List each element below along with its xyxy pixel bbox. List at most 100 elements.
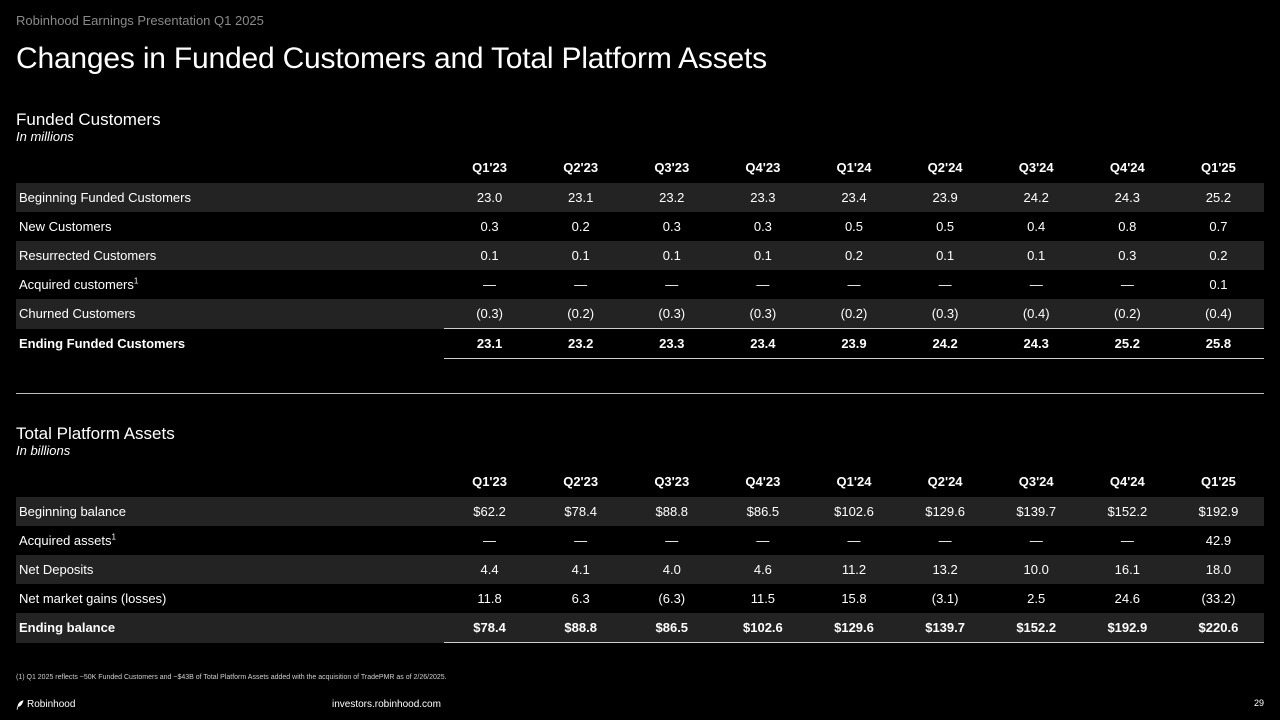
- table-cell: 4.6: [717, 555, 809, 584]
- table-cell: 11.2: [808, 555, 900, 584]
- footnote: (1) Q1 2025 reflects ~50K Funded Custome…: [16, 674, 447, 681]
- table-cell: 0.1: [990, 241, 1082, 270]
- table-cell: —: [756, 533, 770, 548]
- row-label: Net market gains (losses): [16, 584, 444, 613]
- row-label: Ending balance: [16, 613, 444, 643]
- table-row: Beginning balance $62.2 $78.4 $88.8 $86.5 $10…: [16, 497, 1264, 526]
- table-cell: 2.5: [1027, 591, 1046, 606]
- table-cell: 0.1: [717, 241, 809, 270]
- column-header: Q1'25: [1200, 473, 1236, 489]
- table-cell: 0.2: [571, 219, 590, 234]
- table-cell: 4.4: [444, 555, 536, 584]
- platform-assets-table: Q1'23 Q2'23 Q3'23 Q4'23 Q1'24 Q2'24 Q3'2…: [16, 465, 1264, 643]
- website-link[interactable]: investors.robinhood.com: [332, 699, 441, 710]
- table-row: Resurrected Customers 0.1 0.1 0.1 0.1 0.2 0.1 0…: [16, 241, 1264, 270]
- footnote-marker: 1: [133, 276, 139, 286]
- row-label: Beginning Funded Customers: [16, 183, 444, 212]
- table-cell: $102.6: [717, 613, 809, 643]
- table-cell: $88.8: [626, 497, 718, 526]
- table-cell: $78.4: [535, 497, 627, 526]
- column-header: Q4'24: [1109, 159, 1145, 175]
- platform-assets-heading: Total Platform Assets: [16, 424, 175, 443]
- table-cell: 13.2: [899, 555, 991, 584]
- table-cell: —: [938, 277, 952, 292]
- table-cell: —: [1029, 533, 1043, 548]
- table-cell: $139.7: [990, 497, 1082, 526]
- table-cell: —: [1120, 533, 1134, 548]
- table-cell: $86.5: [717, 497, 809, 526]
- table-cell: 24.2: [990, 183, 1082, 212]
- table-cell: 0.1: [444, 241, 536, 270]
- column-header: Q3'24: [1018, 159, 1054, 175]
- row-label-text: Ending balance: [19, 620, 116, 636]
- table-cell: $152.2: [990, 613, 1082, 643]
- table-header-row: Q1'23 Q2'23 Q3'23 Q4'23 Q1'24 Q2'24 Q3'2…: [16, 151, 1264, 183]
- row-label-text: Beginning balance: [19, 504, 126, 519]
- table-cell: (6.3): [658, 591, 686, 606]
- table-row: Acquired assets1 — — — — — — — — 42.9: [16, 526, 1264, 555]
- column-header: Q2'23: [563, 159, 599, 175]
- column-header: Q3'23: [654, 473, 690, 489]
- column-header: Q1'23: [472, 473, 507, 489]
- table-cell: 23.3: [717, 183, 809, 212]
- table-cell: 0.5: [844, 219, 864, 234]
- row-label-text: Ending Funded Customers: [19, 336, 186, 351]
- row-label-text: Resurrected Customers: [19, 248, 157, 263]
- column-header: Q2'23: [563, 473, 599, 489]
- row-label: Net Deposits: [16, 555, 444, 584]
- funded-customers-unit: In millions: [16, 129, 74, 144]
- table-cell: 25.2: [1081, 328, 1173, 359]
- column-header: Q2'24: [927, 159, 963, 175]
- table-cell: (0.2): [1081, 299, 1173, 329]
- robinhood-logo: Robinhood: [16, 699, 75, 710]
- table-row: Acquired customers1 — — — — — — — — 0.1: [16, 270, 1264, 299]
- table-cell: $129.6: [808, 613, 900, 643]
- column-header: Q1'23: [472, 159, 507, 175]
- table-cell: 25.2: [1172, 183, 1264, 212]
- table-cell: 0.2: [808, 241, 900, 270]
- table-cell: 10.0: [990, 555, 1082, 584]
- table-cell: (0.3): [444, 299, 536, 329]
- row-label-text: Churned Customers: [19, 306, 136, 322]
- column-header: Q4'23: [745, 473, 781, 489]
- funded-customers-heading: Funded Customers: [16, 110, 161, 129]
- row-label: Acquired customers1: [16, 270, 444, 299]
- table-cell: (0.2): [808, 299, 900, 329]
- platform-assets-unit: In billions: [16, 443, 71, 458]
- feather-logo-icon: [16, 699, 24, 710]
- row-label: Churned Customers: [16, 299, 444, 329]
- table-cell: $86.5: [626, 613, 718, 643]
- table-cell: —: [756, 277, 770, 292]
- page-number: 29: [1253, 698, 1264, 708]
- label-column-header: [16, 151, 444, 183]
- table-cell: 23.9: [899, 183, 991, 212]
- column-header: Q3'23: [654, 159, 690, 175]
- table-cell: 18.0: [1172, 555, 1264, 584]
- table-row: Churned Customers (0.3) (0.2) (0.3) (0.3) (0.…: [16, 299, 1264, 329]
- table-cell: 25.8: [1172, 328, 1264, 359]
- table-cell: 24.2: [899, 328, 991, 359]
- row-label: Ending Funded Customers: [16, 329, 444, 359]
- presentation-eyebrow: Robinhood Earnings Presentation Q1 2025: [16, 13, 264, 28]
- table-cell: $62.2: [444, 497, 536, 526]
- table-total-row: Ending balance $78.4 $88.8 $86.5 $102.6 $129.…: [16, 613, 1264, 643]
- brand-name: Robinhood: [27, 699, 76, 710]
- table-row: New Customers 0.3 0.2 0.3 0.3 0.5 0.5 0.4 0.8 0.7: [16, 212, 1264, 241]
- funded-customers-table: Q1'23 Q2'23 Q3'23 Q4'23 Q1'24 Q2'24 Q3'2…: [16, 151, 1264, 359]
- table-cell: 0.1: [535, 241, 627, 270]
- page-title: Changes in Funded Customers and Total Pl…: [16, 42, 767, 75]
- table-cell: 0.2: [1172, 241, 1264, 270]
- table-cell: $152.2: [1081, 497, 1173, 526]
- table-cell: $102.6: [808, 497, 900, 526]
- table-cell: (3.1): [931, 591, 959, 606]
- table-cell: 6.3: [571, 591, 590, 606]
- table-cell: 42.9: [1205, 533, 1232, 548]
- table-cell: 0.3: [662, 219, 681, 234]
- table-cell: 0.1: [899, 241, 991, 270]
- table-cell: (0.3): [626, 299, 718, 329]
- row-label: Resurrected Customers: [16, 241, 444, 270]
- table-cell: $192.9: [1172, 497, 1264, 526]
- row-label: Acquired assets1: [16, 526, 444, 555]
- table-cell: (0.2): [535, 299, 627, 329]
- column-header: Q4'24: [1109, 473, 1145, 489]
